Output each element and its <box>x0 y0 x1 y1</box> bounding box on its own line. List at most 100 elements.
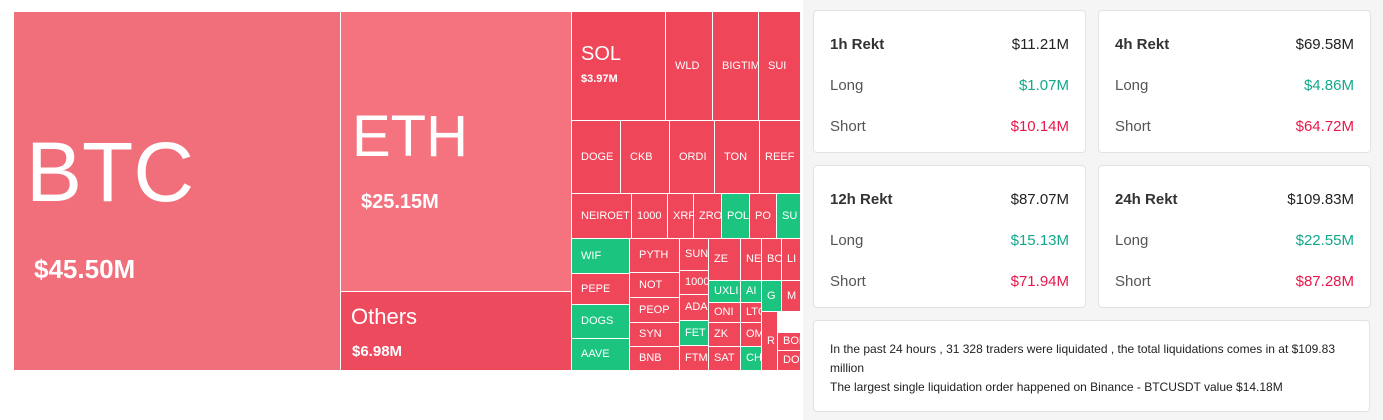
treemap-tile: BIGTIM <box>713 12 758 120</box>
tile-label: ETH <box>352 104 468 169</box>
treemap-tile: ETH $25.15M <box>341 12 571 291</box>
card-header: 12h Rekt $87.07M <box>830 192 1069 207</box>
row-value: $64.72M <box>1295 118 1354 135</box>
treemap-tile: SUNI <box>680 239 708 270</box>
card-header: 1h Rekt $11.21M <box>830 37 1069 52</box>
tile-label: PYTH <box>639 249 669 261</box>
row-value: $71.94M <box>1010 273 1069 290</box>
card-total: $109.83M <box>1287 191 1354 208</box>
treemap-tile: 1000 <box>632 194 667 238</box>
tile-label: ORDI <box>679 150 707 163</box>
row-label: Long <box>1115 77 1149 94</box>
treemap-tile: Others $6.98M <box>341 292 571 370</box>
tile-label: NE <box>746 253 761 265</box>
tile-label: ZE <box>714 253 729 265</box>
card-total: $87.07M <box>1010 191 1069 208</box>
card-row: Short $71.94M <box>830 274 1069 289</box>
row-value: $87.28M <box>1295 273 1354 290</box>
treemap-tile: ZK <box>709 323 740 346</box>
treemap-tile: WIF <box>572 239 629 273</box>
tile-label: SAT <box>714 352 735 364</box>
treemap-tile: G <box>762 281 781 311</box>
card-total: $69.58M <box>1295 36 1354 53</box>
treemap-tile: CHI <box>741 347 761 370</box>
tile-label: TON <box>724 150 748 163</box>
tile-label: UXLI <box>714 285 739 297</box>
tile-label: OM <box>746 328 761 340</box>
treemap-tile: DOGE <box>572 121 620 193</box>
treemap-tile: BNB <box>630 347 679 370</box>
tile-label: R <box>767 334 775 347</box>
treemap-tile: PEPE <box>572 274 629 304</box>
treemap-tile: OM <box>741 323 761 346</box>
tile-label: DOT <box>783 354 800 366</box>
treemap-tile: SUI <box>759 12 800 120</box>
card-row: Short $64.72M <box>1115 119 1354 134</box>
treemap-tile: R <box>762 312 777 370</box>
tile-label: REEF <box>765 150 795 163</box>
tile-label: FTM <box>685 351 708 364</box>
tile-label: FET <box>685 326 706 339</box>
tile-label: CKB <box>630 150 653 163</box>
tile-label: BNB <box>639 352 662 364</box>
row-value: $22.55M <box>1295 232 1354 249</box>
treemap-tile: AAVE <box>572 339 629 370</box>
rekt-card: 4h Rekt $69.58M Long $4.86M Short $64.72M <box>1098 10 1371 153</box>
treemap-tile: SOL $3.97M <box>572 12 665 120</box>
tile-value: $25.15M <box>361 191 439 213</box>
tile-label: WLD <box>675 59 700 72</box>
tile-label: LI <box>787 253 797 265</box>
tile-label: 1000 <box>637 209 662 222</box>
row-label: Short <box>830 273 866 290</box>
treemap-tile: DOGS <box>572 305 629 338</box>
treemap-tile: XRF <box>668 194 693 238</box>
treemap-tile: BON <box>778 333 800 350</box>
treemap-tile: 1000 <box>680 271 708 294</box>
tile-label: PEPE <box>581 282 611 295</box>
treemap-tile: UXLI <box>709 281 740 302</box>
tile-label: ZK <box>714 328 729 340</box>
tile-label: BTC <box>26 125 194 219</box>
tile-value: $45.50M <box>34 254 136 284</box>
tile-label: SOL <box>581 43 622 65</box>
tile-label: WIF <box>581 249 602 262</box>
treemap-tile: LTO <box>741 303 761 322</box>
treemap-tile: DOT <box>778 351 800 370</box>
tile-label: NOT <box>639 278 663 291</box>
tile-label: ADA <box>685 301 708 313</box>
tile-label: SUNI <box>685 248 708 260</box>
card-row: Short $87.28M <box>1115 274 1354 289</box>
tile-label: M <box>787 289 797 302</box>
tile-label: SYN <box>639 328 662 340</box>
rekt-card: 12h Rekt $87.07M Long $15.13M Short $71.94M <box>813 165 1086 308</box>
card-title: 24h Rekt <box>1115 191 1178 208</box>
card-row: Long $22.55M <box>1115 233 1354 248</box>
treemap-tile: FET <box>680 321 708 345</box>
treemap-tile: BTC $45.50M <box>14 12 340 370</box>
treemap-tile: NEIROET <box>572 194 631 238</box>
tile-label: PEOP <box>639 303 670 316</box>
tile-label: CHI <box>746 352 761 364</box>
tile-label: PO <box>755 209 771 222</box>
tile-label: ONI <box>714 306 734 318</box>
tile-label: POL <box>727 209 749 222</box>
card-title: 1h Rekt <box>830 36 885 53</box>
treemap-tile: PYTH <box>630 239 679 272</box>
row-label: Short <box>830 118 866 135</box>
treemap-tile: ONI <box>709 303 740 322</box>
tile-label: G <box>767 289 776 302</box>
treemap-tile: LI <box>782 239 800 280</box>
card-header: 4h Rekt $69.58M <box>1115 37 1354 52</box>
treemap-tile: PEOP <box>630 298 679 322</box>
rekt-card: 1h Rekt $11.21M Long $1.07M Short $10.14M <box>813 10 1086 153</box>
tile-label: BON <box>783 335 800 347</box>
tile-label: BIGTIM <box>722 59 758 72</box>
row-label: Long <box>830 232 864 249</box>
summary: In the past 24 hours , 31 328 traders we… <box>813 320 1370 412</box>
summary-line: In the past 24 hours , 31 328 traders we… <box>830 342 1335 375</box>
card-title: 4h Rekt <box>1115 36 1170 53</box>
card-total: $11.21M <box>1011 36 1069 53</box>
treemap-tile: PO <box>750 194 776 238</box>
tile-label: XRF <box>673 209 693 222</box>
treemap-tile: M <box>782 281 800 311</box>
